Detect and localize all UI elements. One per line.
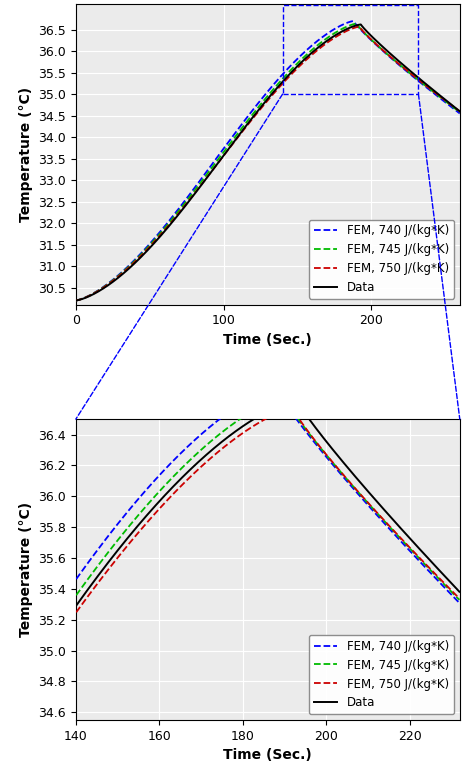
X-axis label: Time (Sec.): Time (Sec.) bbox=[223, 333, 312, 347]
Y-axis label: Temperature (°C): Temperature (°C) bbox=[18, 87, 33, 222]
X-axis label: Time (Sec.): Time (Sec.) bbox=[223, 748, 312, 762]
Legend: FEM, 740 J/(kg*K), FEM, 745 J/(kg*K), FEM, 750 J/(kg*K), Data: FEM, 740 J/(kg*K), FEM, 745 J/(kg*K), FE… bbox=[309, 635, 454, 714]
Y-axis label: Temperature (°C): Temperature (°C) bbox=[18, 502, 33, 637]
Legend: FEM, 740 J/(kg*K), FEM, 745 J/(kg*K), FEM, 750 J/(kg*K), Data: FEM, 740 J/(kg*K), FEM, 745 J/(kg*K), FE… bbox=[309, 220, 454, 299]
